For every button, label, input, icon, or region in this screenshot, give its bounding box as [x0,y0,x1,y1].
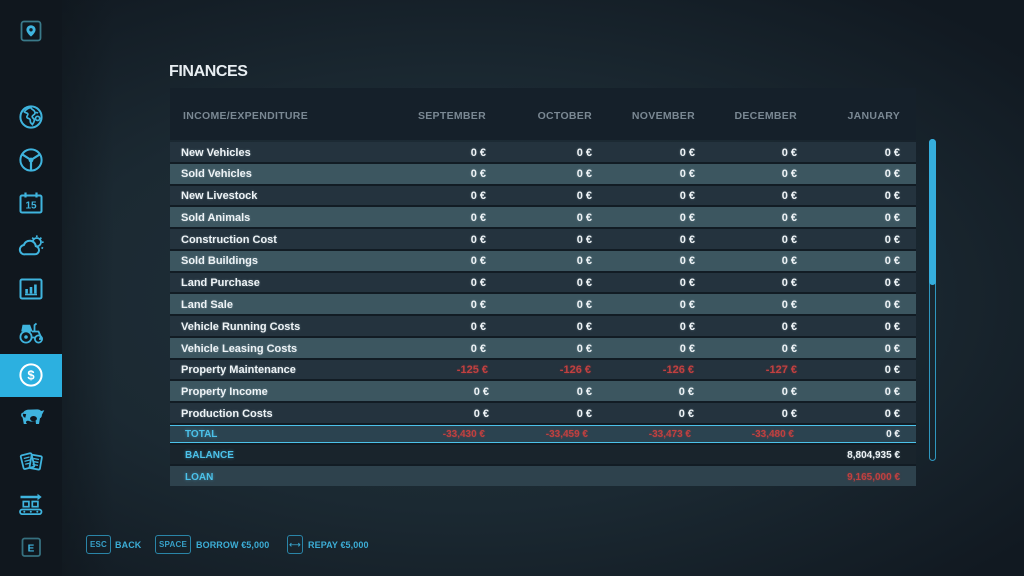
svg-text:15: 15 [25,201,37,212]
svg-text:$: $ [27,368,35,383]
svg-text:E: E [28,543,35,554]
